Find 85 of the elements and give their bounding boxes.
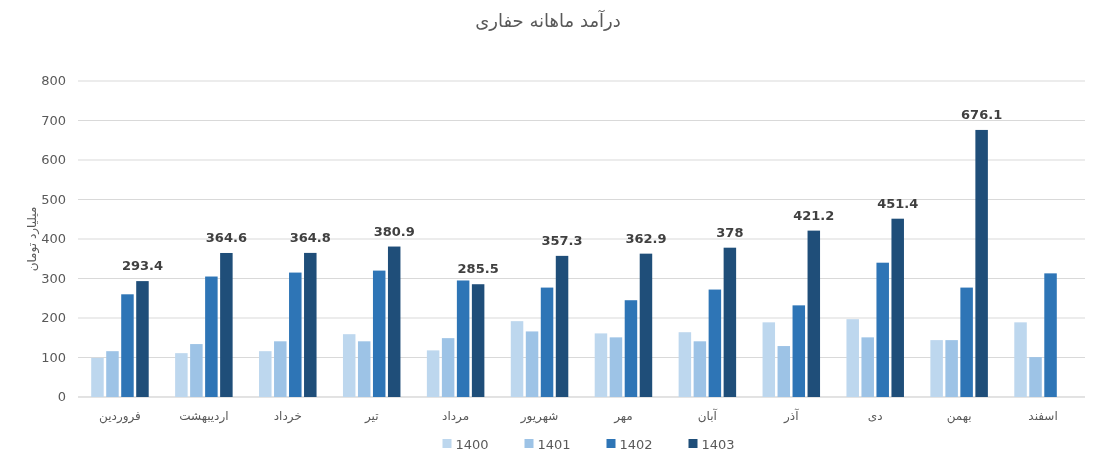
bar (807, 230, 821, 397)
bar (426, 350, 440, 397)
bar (372, 270, 386, 397)
bar (289, 272, 302, 397)
data-label: 676.1 (961, 106, 1003, 122)
x-tick-label: مرداد (442, 409, 470, 424)
x-tick-label: فروردین (99, 409, 141, 424)
data-label: 285.5 (457, 261, 499, 277)
bar (930, 340, 943, 397)
bar (121, 294, 134, 397)
bar (708, 289, 722, 397)
data-label: 357.3 (541, 232, 583, 248)
y-tick-label: 500 (41, 191, 66, 207)
y-axis-title: میلیارد تومان (25, 206, 40, 272)
bar (1029, 357, 1042, 397)
bar (624, 300, 638, 397)
data-label: 362.9 (625, 230, 667, 246)
bar (1044, 273, 1057, 397)
bar (639, 253, 653, 397)
y-tick-label: 400 (41, 231, 66, 246)
data-label: 421.2 (793, 207, 835, 223)
bar (777, 346, 791, 397)
x-tick-label: تیر (363, 409, 379, 424)
bar (220, 252, 233, 397)
bar (792, 305, 806, 397)
legend-label: 1402 (619, 437, 653, 452)
data-label: 380.9 (373, 223, 415, 239)
bar (975, 129, 988, 397)
bar (304, 252, 317, 397)
bar (136, 281, 149, 397)
data-label: 364.8 (289, 229, 331, 245)
x-tick-label: اسفند (1028, 409, 1058, 423)
legend-label: 1403 (701, 437, 735, 452)
y-tick-label: 800 (41, 73, 66, 88)
bar (190, 344, 203, 397)
bar (91, 357, 104, 397)
bar (1014, 322, 1027, 397)
bar (609, 337, 623, 397)
x-tick-label: دی (867, 409, 883, 423)
bar (876, 262, 889, 397)
bar (846, 319, 859, 397)
data-label: 364.6 (205, 229, 247, 245)
bar (205, 276, 218, 397)
legend-label: 1401 (537, 437, 571, 452)
bar (693, 341, 707, 397)
bar (510, 321, 524, 397)
y-tick-label: 100 (41, 349, 66, 365)
x-tick-label: شهریور (519, 409, 559, 424)
bar (891, 218, 904, 397)
bar (357, 341, 371, 397)
chart-title: درآمد ماهانه حفاری (475, 9, 621, 31)
x-tick-label: آبان (697, 408, 718, 423)
bar (106, 351, 119, 397)
y-tick-label: 300 (41, 270, 66, 286)
x-tick-label: بهمن (946, 409, 972, 424)
bar (678, 332, 692, 397)
legend-label: 1400 (455, 437, 489, 452)
bar (861, 337, 874, 397)
x-tick-label: مهر (613, 409, 633, 424)
x-tick-label: آذر (783, 408, 800, 424)
bar (441, 338, 455, 397)
x-tick-label: اردیبهشت (179, 409, 229, 424)
bar (555, 255, 569, 397)
y-tick-label: 0 (57, 389, 66, 404)
bar (762, 322, 776, 397)
y-tick-label: 600 (41, 152, 66, 167)
data-label: 293.4 (121, 258, 164, 274)
bar (723, 247, 737, 397)
data-label: 451.4 (877, 195, 919, 211)
x-tick-label: خرداد (273, 409, 302, 424)
bar (540, 287, 554, 397)
bar (274, 341, 287, 397)
bar (342, 334, 356, 397)
data-label: 378 (716, 224, 744, 240)
y-tick-label: 700 (41, 112, 66, 128)
bar (456, 280, 470, 397)
bar (471, 284, 485, 397)
bar (387, 246, 401, 397)
bar (594, 333, 608, 397)
bar (175, 353, 188, 397)
y-tick-label: 200 (41, 310, 66, 325)
bar (525, 331, 539, 397)
bar (960, 287, 973, 397)
bar (945, 340, 958, 397)
bar (259, 351, 272, 397)
